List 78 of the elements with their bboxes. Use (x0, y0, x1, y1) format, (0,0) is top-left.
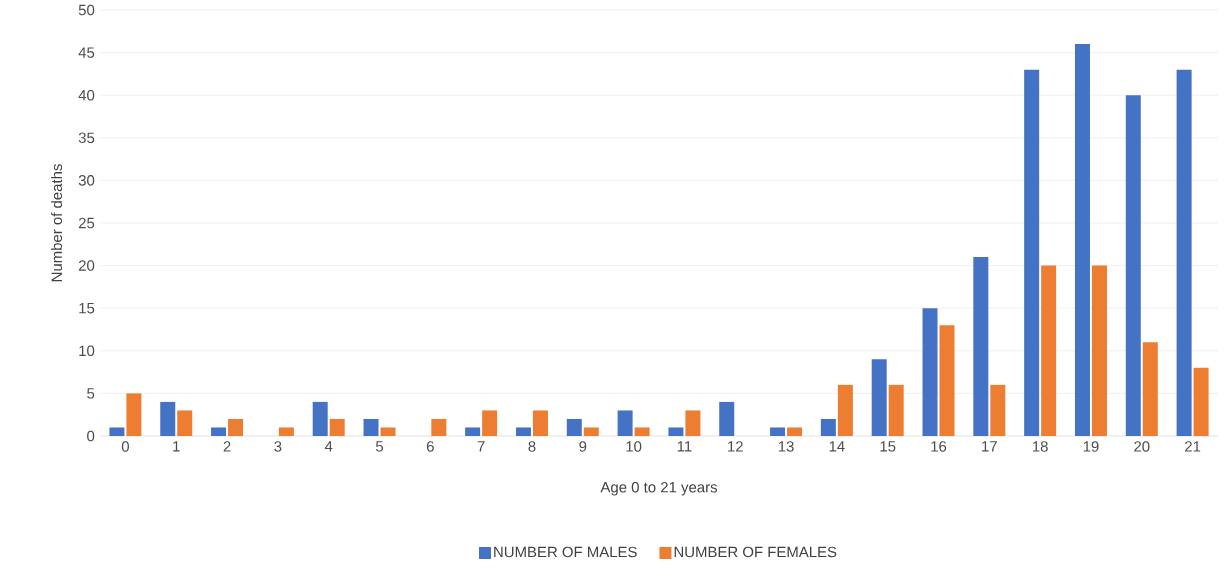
x-tick-label: 5 (375, 441, 384, 452)
x-tick-label: 21 (1185, 441, 1201, 452)
legend-label: NUMBER OF MALES (494, 546, 637, 558)
bar (1125, 95, 1141, 436)
bar (1041, 265, 1057, 436)
bar (922, 308, 938, 436)
bar (228, 418, 244, 436)
y-tick-label: 50 (78, 4, 95, 16)
x-tick-label: 0 (121, 441, 129, 452)
bar (532, 410, 548, 436)
y-tick-label: 0 (87, 430, 95, 442)
bar (431, 418, 447, 436)
bar (126, 393, 142, 436)
y-tick-label: 30 (78, 175, 95, 186)
bar (668, 427, 684, 436)
y-axis-title: Number of deaths (51, 164, 63, 282)
bar (160, 401, 176, 436)
bar (820, 418, 836, 436)
bar (109, 427, 125, 436)
bar (634, 427, 650, 436)
bar (177, 410, 193, 436)
bar (211, 427, 227, 436)
x-tick-label: 4 (324, 441, 333, 452)
x-tick-label: 6 (426, 441, 434, 452)
x-tick-label: 16 (931, 441, 947, 452)
bar (990, 384, 1006, 436)
bar (787, 427, 803, 436)
y-tick-label: 45 (78, 47, 95, 58)
bar (363, 418, 379, 436)
bar (871, 359, 887, 436)
bar (312, 401, 328, 436)
x-tick-label: 8 (528, 441, 536, 452)
x-axis-title: Age 0 to 21 years (600, 481, 718, 496)
bar (465, 427, 481, 436)
x-tick-label: 19 (1083, 441, 1099, 452)
x-tick-label: 18 (1032, 441, 1048, 452)
bar (617, 410, 633, 436)
bar (329, 418, 345, 436)
y-tick-label: 25 (78, 217, 95, 229)
x-tick-label: 9 (579, 441, 587, 452)
bar (888, 384, 904, 436)
x-tick-label: 12 (728, 441, 743, 452)
y-tick-label: 15 (79, 302, 95, 314)
bar (973, 257, 989, 436)
bar (1024, 69, 1040, 436)
bar (837, 384, 853, 436)
bar (719, 401, 735, 436)
bar (566, 418, 582, 436)
bar (1193, 367, 1209, 436)
bar (380, 427, 396, 436)
y-tick-label: 35 (78, 132, 95, 144)
bar (1074, 44, 1090, 436)
x-tick-label: 2 (223, 441, 231, 452)
x-tick-label: 7 (477, 441, 485, 452)
x-tick-label: 10 (626, 441, 642, 452)
bar (515, 427, 531, 436)
bar (685, 410, 701, 436)
x-tick-label: 13 (778, 441, 794, 452)
bar (1091, 265, 1107, 436)
bar (278, 427, 294, 436)
y-tick-label: 40 (78, 89, 95, 101)
legend-label: NUMBER OF FEMALES (674, 546, 837, 558)
y-tick-label: 20 (78, 260, 95, 271)
bar (583, 427, 599, 436)
bar (770, 427, 786, 436)
x-tick-label: 15 (880, 441, 896, 452)
bar (939, 325, 955, 436)
bar (1176, 69, 1192, 436)
x-tick-label: 1 (173, 441, 180, 452)
x-tick-label: 20 (1134, 441, 1150, 452)
bar (1142, 342, 1158, 436)
x-tick-label: 11 (677, 441, 692, 452)
y-tick-label: 5 (87, 388, 95, 399)
x-tick-label: 3 (274, 441, 282, 452)
x-tick-label: 14 (829, 441, 845, 452)
x-tick-label: 17 (982, 441, 997, 452)
bar (482, 410, 498, 436)
y-tick-label: 10 (79, 345, 95, 357)
